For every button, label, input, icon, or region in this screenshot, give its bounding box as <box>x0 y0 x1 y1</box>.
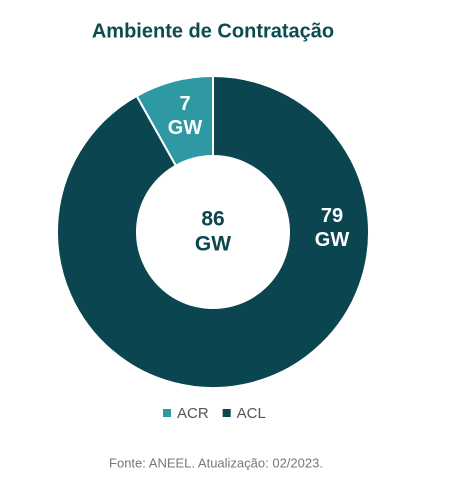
value-label: 7 GW <box>168 93 203 139</box>
legend-swatch <box>163 409 171 417</box>
value-label: 79 GW <box>315 205 350 251</box>
donut-slice <box>56 74 370 389</box>
value-label: 86 GW <box>195 207 231 255</box>
legend-label: ACR <box>177 405 209 422</box>
chart-title: Ambiente de Contratação <box>92 20 334 42</box>
legend: ACR ACL <box>163 405 266 422</box>
legend-label: ACL <box>237 405 266 422</box>
source: Fonte: ANEEL. Atualização: 02/2023. <box>109 455 323 470</box>
legend-swatch <box>222 409 231 417</box>
